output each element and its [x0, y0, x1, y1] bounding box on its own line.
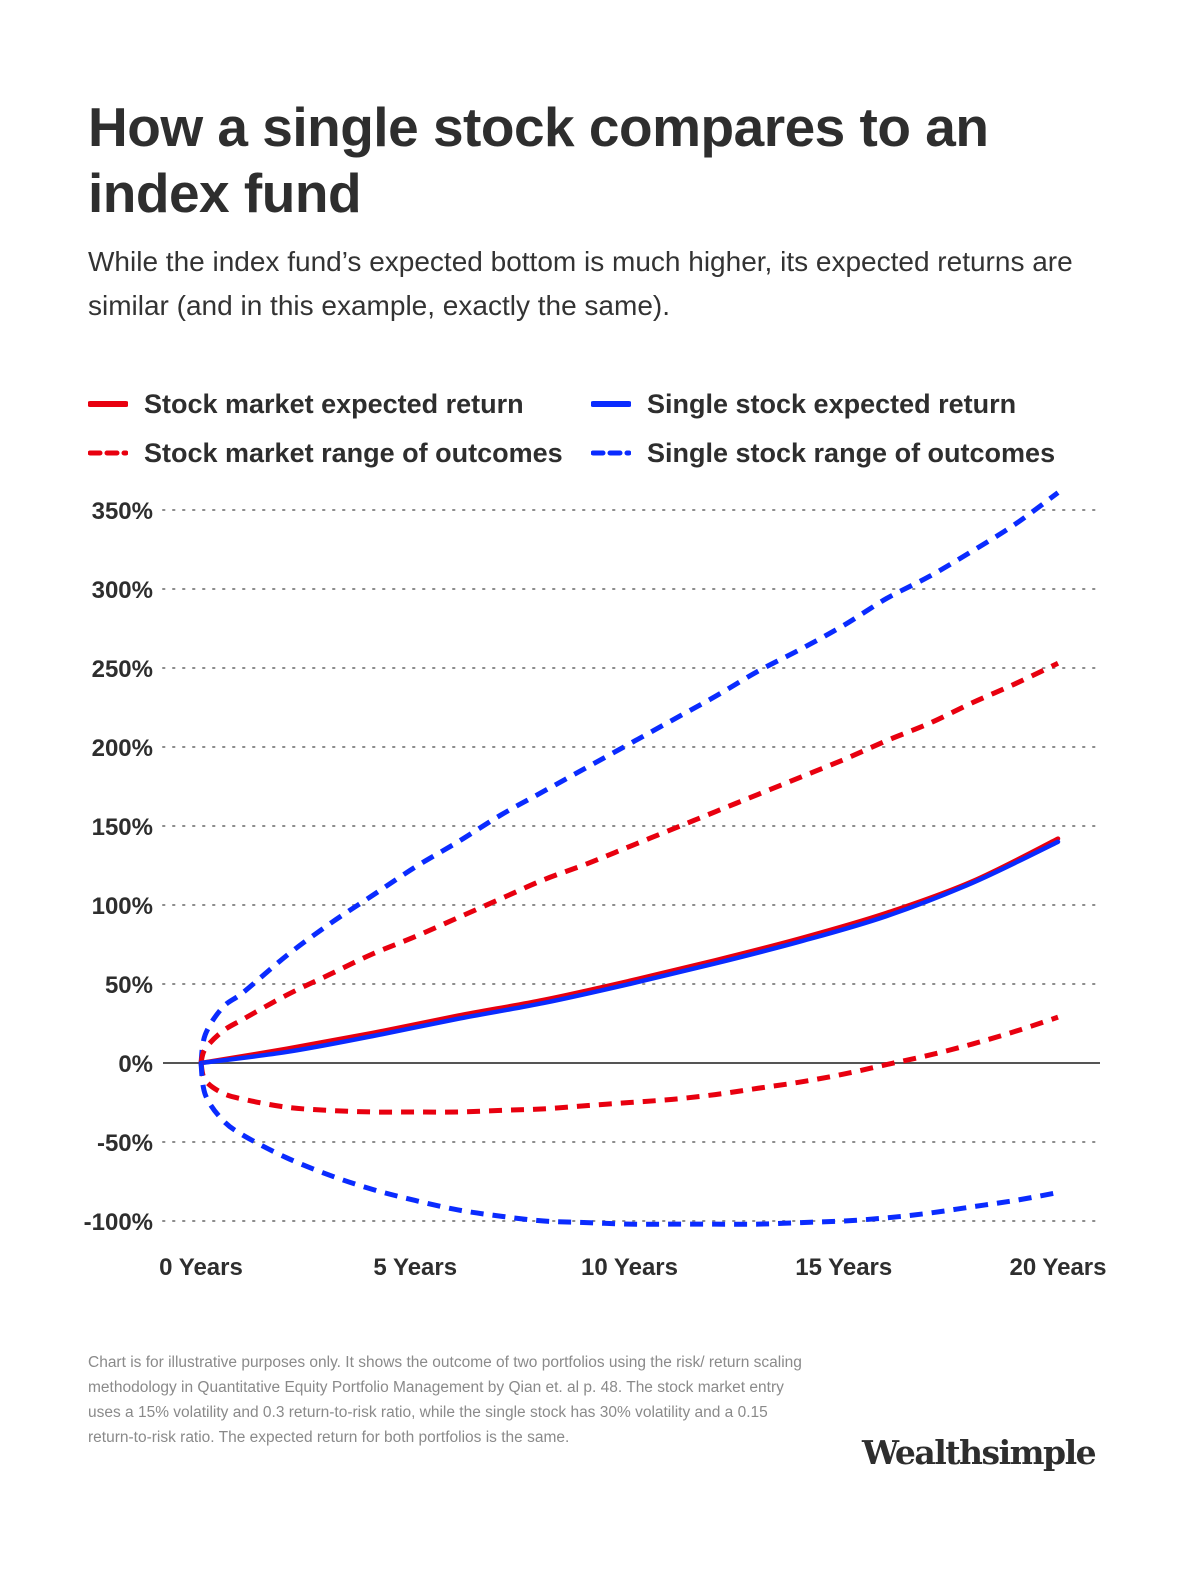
y-tick-label: 0% [118, 1051, 153, 1078]
page-subtitle: While the index fund’s expected bottom i… [88, 246, 1073, 321]
series-line-stock-market-expected-return [198, 836, 1061, 1066]
legend-label: Single stock range of outcomes [647, 437, 1056, 468]
line-chart: 350% 300% 250% 200% 150% 100% 50% 0% -50% -100%0 … [84, 490, 1107, 1281]
wealthsimple-logo: Wealthsimple [862, 1433, 1097, 1472]
series-layer [198, 490, 1061, 1227]
legend-item-single-stock-range: Single stock range of outcomes [591, 433, 1055, 473]
y-tick-label: -100% [84, 1209, 153, 1236]
tick-label-layer: 350% 300% 250% 200% 150% 100% 50% 0% -50% -100%0 … [84, 498, 1107, 1281]
series-line-stock-market-range-of-outcomes-upper [198, 661, 1060, 1064]
series-line-single-stock-range-of-outcomes-upper [198, 490, 1060, 1064]
legend-item-stock-market-expected: Stock market expected return [88, 384, 524, 424]
y-tick-label: 250% [92, 656, 153, 683]
legend-swatch-solid-blue [591, 401, 631, 407]
x-tick-label: 10 Years [581, 1254, 678, 1281]
y-tick-label: 50% [105, 972, 153, 999]
series-line-stock-market-range-of-outcomes-lower [198, 1014, 1059, 1115]
grid-layer [162, 509, 1101, 1222]
legend-swatch-dashed-red [88, 450, 128, 456]
series-line-single-stock-expected-return [198, 839, 1061, 1066]
y-tick-label: -50% [97, 1130, 153, 1157]
legend-swatch-dashed-blue [591, 450, 631, 456]
x-tick-label: 5 Years [373, 1254, 457, 1281]
chart-legend: Stock market expected return Single stoc… [88, 384, 1128, 480]
legend-label: Stock market expected return [144, 388, 524, 419]
page-title: How a single stock compares to an index … [88, 96, 989, 224]
x-tick-label: 0 Years [159, 1254, 243, 1281]
y-tick-label: 200% [92, 735, 153, 762]
x-tick-label: 15 Years [795, 1254, 892, 1281]
legend-item-single-stock-expected: Single stock expected return [591, 384, 1016, 424]
y-tick-label: 350% [92, 498, 153, 525]
y-tick-label: 100% [92, 893, 153, 920]
footnote: Chart is for illustrative purposes only.… [88, 1354, 802, 1446]
legend-label: Single stock expected return [647, 388, 1017, 419]
x-tick-label: 20 Years [1010, 1254, 1107, 1281]
legend-item-stock-market-range: Stock market range of outcomes [88, 433, 563, 473]
legend-swatch-solid-red [88, 401, 128, 407]
y-tick-label: 150% [92, 814, 153, 841]
series-line-single-stock-range-of-outcomes-lower [198, 1062, 1059, 1227]
legend-label: Stock market range of outcomes [144, 437, 563, 468]
y-tick-label: 300% [92, 577, 153, 604]
